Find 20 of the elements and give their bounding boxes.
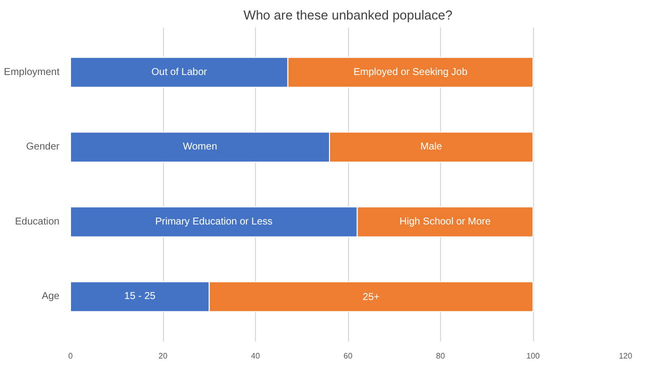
- x-tick-label: 20: [158, 352, 168, 360]
- annotation: Employed or Seeking Job: [353, 66, 468, 78]
- x-tick-label: 100: [526, 352, 540, 360]
- y-tick-label: Age: [42, 291, 60, 302]
- x-tick-label: 40: [251, 352, 260, 360]
- annotation: High School or More: [400, 216, 492, 228]
- y-tick-label: Employment: [4, 66, 60, 78]
- annotation: Primary Education or Less: [155, 216, 273, 228]
- x-tick-label: 60: [344, 352, 353, 360]
- chart-title: Who are these unbanked populace?: [244, 8, 452, 22]
- x-tick-label: 0: [68, 352, 74, 360]
- annotation: Male: [420, 142, 443, 153]
- annotation: 15 - 25: [124, 291, 156, 302]
- annotation: Women: [182, 142, 218, 153]
- annotation: Out of Labor: [151, 66, 208, 78]
- y-tick-label: Education: [15, 216, 60, 228]
- x-tick-label: 80: [436, 352, 446, 360]
- y-tick-label: Gender: [26, 142, 60, 153]
- x-tick-label: 120: [618, 352, 633, 360]
- annotation: 25+: [362, 292, 380, 304]
